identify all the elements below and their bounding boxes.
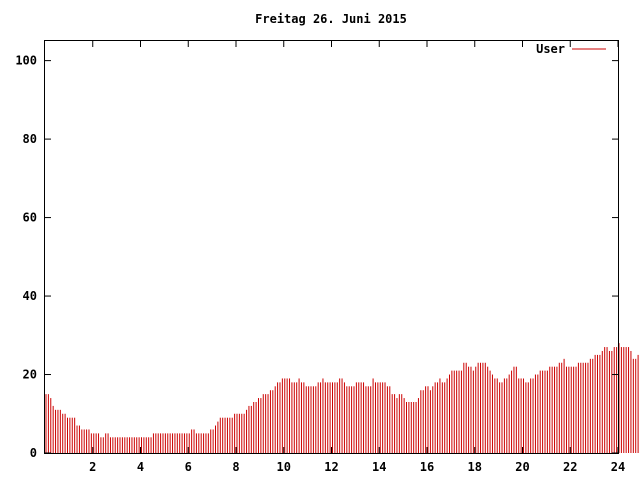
y-tick-label: 20 bbox=[23, 368, 37, 382]
y-tick-label: 60 bbox=[23, 211, 37, 225]
bars-group bbox=[45, 343, 640, 453]
x-tick-label: 2 bbox=[89, 460, 96, 474]
y-axis: 0 20 40 60 80 100 bbox=[15, 54, 618, 460]
plot-area-frame bbox=[44, 40, 619, 454]
x-axis: 2 4 6 8 10 12 14 16 18 20 22 24 bbox=[89, 41, 625, 474]
x-tick-label: 12 bbox=[324, 460, 338, 474]
x-tick-label: 22 bbox=[563, 460, 577, 474]
x-tick-label: 14 bbox=[372, 460, 386, 474]
x-tick-label: 24 bbox=[611, 460, 625, 474]
x-tick-label: 18 bbox=[468, 460, 482, 474]
x-tick-label: 6 bbox=[185, 460, 192, 474]
legend: User bbox=[536, 42, 606, 56]
y-tick-label: 100 bbox=[15, 54, 37, 68]
chart-title: Freitag 26. Juni 2015 bbox=[255, 12, 407, 26]
x-tick-label: 10 bbox=[277, 460, 291, 474]
x-tick-label: 20 bbox=[515, 460, 529, 474]
y-tick-label: 0 bbox=[30, 446, 37, 460]
y-tick-label: 40 bbox=[23, 289, 37, 303]
x-tick-label: 16 bbox=[420, 460, 434, 474]
legend-label-user: User bbox=[536, 42, 565, 56]
x-tick-label: 4 bbox=[137, 460, 144, 474]
y-tick-label: 80 bbox=[23, 132, 37, 146]
x-tick-label: 8 bbox=[232, 460, 239, 474]
